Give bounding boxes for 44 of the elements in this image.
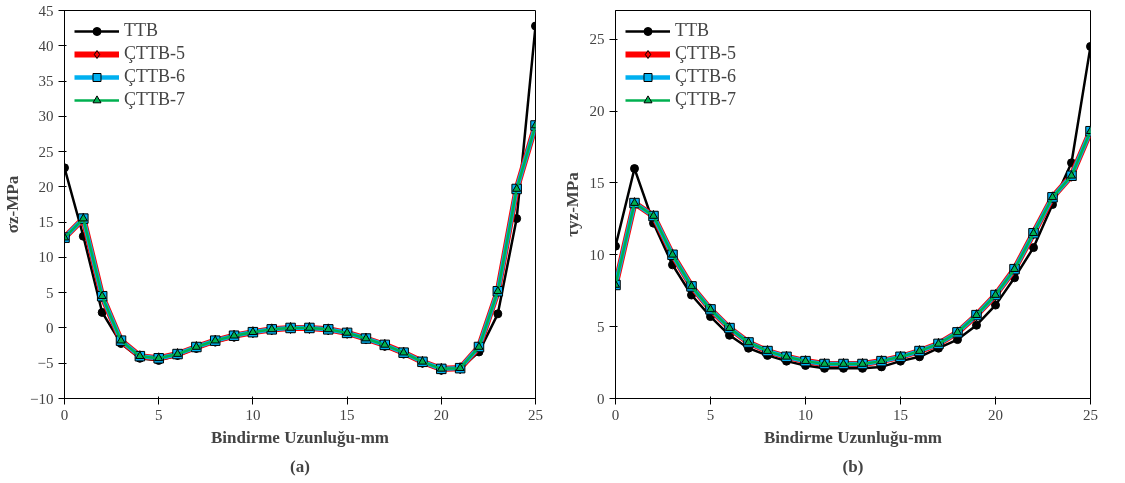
y-tick-label: 15 — [38, 214, 54, 231]
y-tick-label: 5 — [46, 284, 54, 301]
y-tick-label: 40 — [38, 37, 54, 54]
y-tick-label: 20 — [589, 103, 605, 120]
y-tick-label: 45 — [38, 2, 54, 19]
legend-label: ÇTTB-6 — [124, 66, 185, 87]
x-tick-label: 10 — [245, 406, 261, 423]
y-tick-label: 15 — [589, 174, 605, 191]
y-tick-label: −10 — [30, 390, 54, 407]
y-tick-label: 30 — [38, 108, 54, 125]
legend-label: ÇTTB-7 — [675, 89, 736, 110]
legend-label: TTB — [124, 20, 158, 41]
y-tick-label: 25 — [38, 143, 54, 160]
x-tick-label: 25 — [528, 406, 543, 423]
x-axis-title: Bindirme Uzunluğu-mm — [210, 427, 390, 447]
x-tick-label: 0 — [611, 406, 620, 423]
x-tick-label: 5 — [706, 406, 715, 423]
y-axis-title: τyz-MPa — [562, 171, 582, 237]
y-tick-label: 10 — [589, 246, 605, 263]
x-tick-label: 25 — [1083, 406, 1098, 423]
legend-label: ÇTTB-6 — [675, 66, 736, 87]
x-axis-title: Bindirme Uzunluğu-mm — [763, 427, 943, 447]
legend-label: TTB — [675, 20, 709, 41]
legend-label: ÇTTB-5 — [675, 43, 736, 64]
text: (a) — [290, 456, 310, 476]
y-tick-label: 10 — [38, 249, 54, 266]
x-tick-label: 0 — [60, 406, 69, 423]
y-tick-label: 0 — [597, 390, 605, 407]
legend-label: ÇTTB-5 — [124, 43, 185, 64]
x-tick-label: 5 — [154, 406, 163, 423]
legend-label: ÇTTB-7 — [124, 89, 185, 110]
x-tick-label: 20 — [988, 406, 1003, 423]
y-tick-label: 35 — [38, 73, 54, 90]
x-tick-label: 20 — [433, 406, 449, 423]
x-tick-label: 10 — [798, 406, 813, 423]
y-tick-label: 20 — [38, 178, 54, 195]
y-axis-title: σz-MPa — [3, 175, 23, 234]
y-tick-label: 5 — [597, 318, 605, 335]
x-tick-label: 15 — [339, 406, 355, 423]
text: (b) — [842, 456, 864, 476]
y-tick-label: 25 — [589, 31, 605, 48]
y-tick-label: 0 — [46, 319, 54, 336]
x-tick-label: 15 — [893, 406, 908, 423]
y-tick-label: −5 — [37, 355, 54, 372]
